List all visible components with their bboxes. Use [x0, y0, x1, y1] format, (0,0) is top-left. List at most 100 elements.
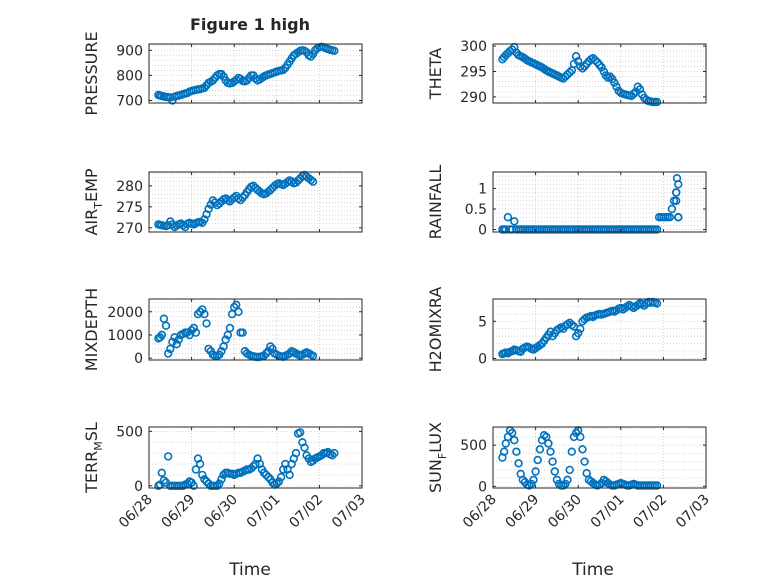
data-point — [535, 445, 545, 454]
x-tick-label: 07/03 — [673, 492, 713, 532]
data-point — [328, 451, 337, 460]
data-point — [191, 328, 201, 337]
data-point — [527, 479, 536, 489]
data-point — [225, 323, 235, 333]
y-tick-label: 0.5 — [465, 202, 487, 218]
data-point — [164, 349, 173, 358]
data-point — [157, 330, 167, 340]
data-point — [518, 475, 527, 484]
data-point — [533, 455, 542, 465]
data-point — [573, 57, 583, 66]
data-point — [552, 475, 562, 484]
data-point — [580, 457, 589, 466]
data-point — [161, 321, 171, 330]
data-point — [672, 174, 682, 183]
data-point — [308, 351, 318, 360]
data-point — [183, 328, 192, 337]
data-point — [610, 78, 619, 87]
y-tick-label: 0 — [134, 479, 143, 495]
y-tick-label: 280 — [116, 179, 143, 195]
axes-box — [148, 426, 363, 489]
data-point — [296, 428, 305, 437]
x-tick-label: 07/01 — [244, 492, 284, 532]
y-tick-label: 275 — [116, 200, 143, 216]
data-point — [590, 56, 600, 65]
data-point — [200, 309, 209, 319]
x-axis-label-left: Time — [228, 560, 271, 580]
data-point — [546, 447, 555, 456]
data-point — [565, 68, 574, 77]
data-point — [285, 470, 294, 480]
data-point — [501, 439, 510, 448]
data-point — [200, 215, 209, 224]
series-markers — [498, 42, 662, 107]
data-point — [174, 335, 184, 344]
x-tick-label: 07/02 — [630, 492, 670, 532]
data-point — [578, 445, 587, 454]
data-point — [159, 476, 169, 485]
data-point — [230, 302, 239, 312]
data-point — [215, 479, 224, 488]
data-point — [264, 472, 273, 482]
y-tick-label: 2000 — [107, 305, 143, 321]
data-point — [635, 85, 645, 94]
subplot-grid: 700 800 900 PRESSURE 290 295 300 THETA 270 275 280… — [82, 31, 713, 531]
subplot-3: 270 275 280 AIRTEMP — [82, 168, 363, 237]
x-axis-label-right: Time — [571, 560, 614, 580]
y-tick-label: 900 — [116, 43, 143, 59]
data-point — [259, 468, 269, 477]
y-tick-label: 0 — [134, 351, 143, 367]
data-point — [306, 175, 316, 185]
subplot-4: 0 0.5 1 RAINFALL — [426, 165, 707, 240]
y-tick-label: 500 — [460, 438, 487, 454]
data-point — [261, 470, 271, 480]
data-point — [268, 344, 277, 354]
data-point — [221, 335, 230, 344]
data-point — [503, 213, 513, 222]
y-tick-label: 800 — [116, 68, 143, 84]
data-point — [234, 194, 243, 203]
data-point — [195, 307, 205, 316]
data-point — [291, 178, 301, 187]
data-point — [200, 475, 209, 484]
data-point — [191, 465, 201, 474]
data-point — [561, 479, 570, 489]
y-axis-label: RAINFALL — [426, 165, 445, 240]
x-tick-label: 06/29 — [503, 492, 543, 532]
axes-box — [492, 298, 707, 361]
x-tick-label: 06/30 — [201, 492, 241, 532]
y-tick-label: 290 — [460, 90, 487, 106]
y-axis-label: TERRMSL — [82, 422, 105, 494]
data-point — [202, 477, 211, 486]
data-point — [157, 468, 167, 477]
data-point — [563, 475, 572, 484]
data-point — [576, 324, 585, 333]
data-point — [232, 300, 241, 309]
data-point — [274, 477, 284, 486]
y-tick-label: 500 — [116, 424, 143, 440]
data-point — [567, 447, 576, 456]
data-point — [202, 319, 211, 328]
data-point — [597, 63, 606, 72]
subplot-8: 0 500 06/28 06/29 06/30 07/01 07/02 07/03 SUNFLU… — [426, 422, 713, 531]
data-point — [652, 225, 662, 234]
data-point — [665, 213, 674, 222]
data-point — [300, 443, 309, 452]
y-axis-label: THETA — [426, 48, 445, 100]
data-point — [259, 351, 269, 360]
data-point — [189, 481, 198, 490]
data-point — [247, 464, 256, 473]
data-point — [571, 51, 581, 61]
data-point — [198, 470, 207, 480]
series-markers — [154, 42, 339, 105]
data-point — [652, 97, 662, 107]
data-point — [582, 469, 591, 478]
data-point — [548, 457, 557, 466]
data-point — [293, 176, 303, 185]
series-markers — [498, 297, 662, 359]
data-point — [531, 467, 540, 476]
y-tick-label: 0 — [478, 479, 487, 495]
data-point — [187, 326, 196, 335]
data-point — [172, 340, 181, 349]
data-point — [544, 439, 553, 448]
